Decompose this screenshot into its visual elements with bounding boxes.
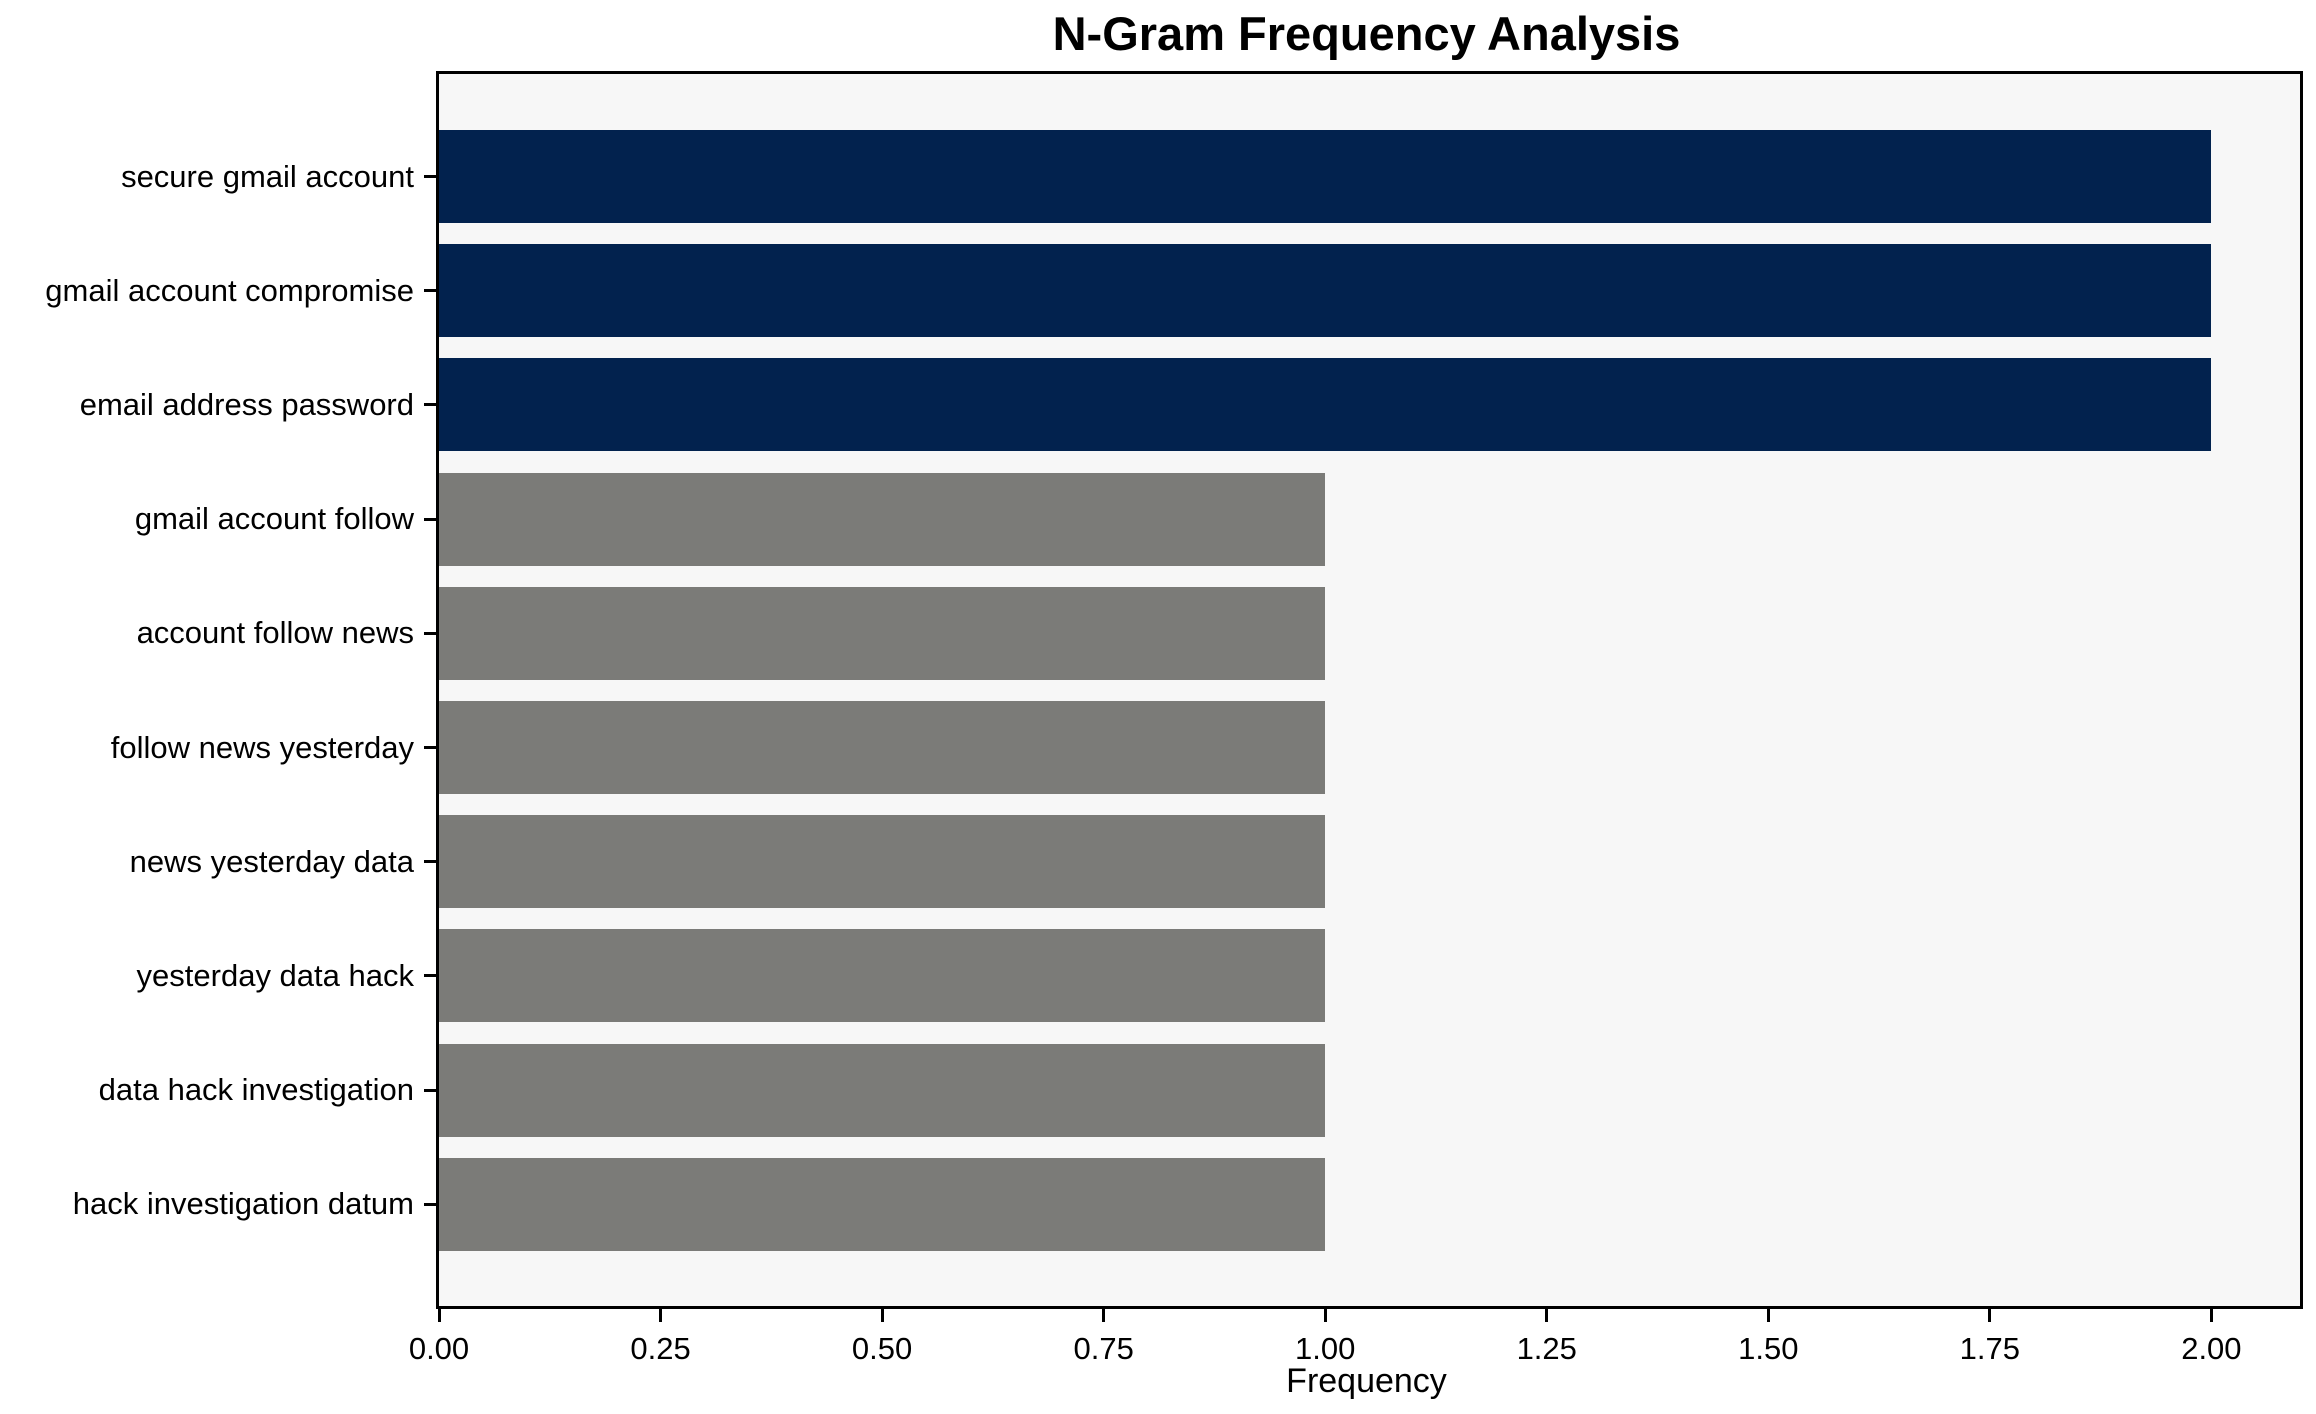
x-tick-mark (437, 1309, 441, 1322)
y-tick-label: gmail account follow (134, 501, 414, 537)
y-tick-label: follow news yesterday (110, 729, 414, 765)
plot-area (436, 71, 2303, 1309)
x-tick-label: 1.75 (1959, 1331, 2020, 1366)
x-tick-label: 1.25 (1516, 1331, 1577, 1366)
bar (439, 586, 1326, 680)
chart-title: N-Gram Frequency Analysis (1052, 7, 1681, 60)
x-tick-label: 2.00 (2181, 1331, 2242, 1366)
x-tick-mark (1988, 1309, 1992, 1322)
bar (439, 701, 1326, 794)
x-tick-mark (1545, 1309, 1549, 1322)
y-tick-mark (424, 974, 436, 978)
x-axis-label: Frequency (1286, 1362, 1447, 1400)
bar (439, 244, 2212, 338)
x-tick-mark (1766, 1309, 1770, 1322)
bar (439, 929, 1326, 1023)
bar (439, 815, 1326, 909)
x-tick-mark (659, 1309, 663, 1322)
x-tick-label: 1.50 (1738, 1331, 1799, 1366)
y-tick-mark (424, 289, 436, 293)
bar (439, 1043, 1326, 1137)
y-tick-mark (424, 403, 436, 407)
y-tick-label: hack investigation datum (72, 1186, 414, 1222)
y-tick-label: gmail account compromise (45, 272, 414, 308)
y-tick-label: email address password (79, 386, 414, 422)
y-tick-label: data hack investigation (98, 1072, 414, 1108)
y-tick-mark (424, 1088, 436, 1092)
y-tick-mark (424, 517, 436, 521)
x-tick-label: 0.00 (408, 1331, 470, 1366)
y-tick-label: secure gmail account (121, 158, 414, 194)
bar (439, 1157, 1326, 1251)
x-tick-label: 1.00 (1295, 1331, 1356, 1366)
y-tick-mark (424, 1202, 436, 1206)
bar (439, 130, 2212, 223)
bar (439, 472, 1326, 566)
y-tick-label: account follow news (136, 615, 414, 651)
y-tick-mark (424, 631, 436, 635)
y-tick-mark (424, 860, 436, 864)
x-tick-mark (1323, 1309, 1327, 1322)
x-tick-label: 0.50 (851, 1331, 913, 1366)
y-tick-mark (424, 175, 436, 178)
y-tick-label: yesterday data hack (136, 957, 414, 993)
x-tick-mark (2209, 1309, 2213, 1322)
x-tick-label: 0.75 (1073, 1331, 1134, 1366)
x-tick-mark (1102, 1309, 1106, 1322)
bar (439, 358, 2212, 452)
x-tick-label: 0.25 (630, 1331, 691, 1366)
x-tick-mark (880, 1309, 884, 1322)
y-tick-label: news yesterday data (129, 843, 414, 879)
y-tick-mark (424, 746, 436, 749)
